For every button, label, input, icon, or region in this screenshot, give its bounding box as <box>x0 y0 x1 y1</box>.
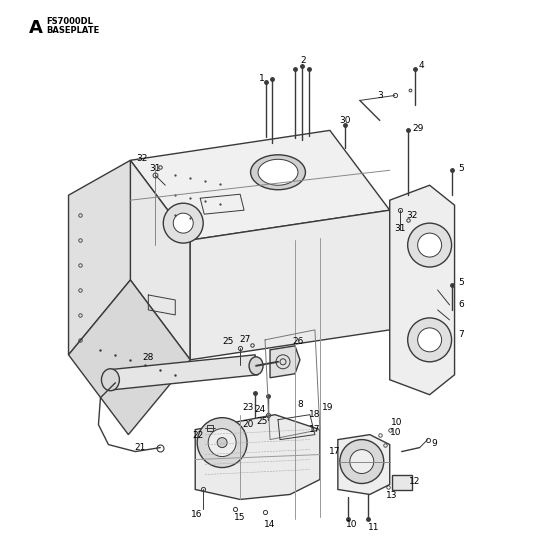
Circle shape <box>408 318 451 362</box>
Text: 7: 7 <box>459 330 464 339</box>
Polygon shape <box>68 160 130 355</box>
Text: 20: 20 <box>242 420 254 429</box>
Text: 12: 12 <box>409 477 421 486</box>
Text: 8: 8 <box>297 400 303 409</box>
Text: 4: 4 <box>419 61 424 70</box>
Circle shape <box>173 213 193 233</box>
Text: 3: 3 <box>377 91 382 100</box>
Text: 5: 5 <box>459 164 464 173</box>
Ellipse shape <box>249 357 263 375</box>
Polygon shape <box>270 346 300 378</box>
Text: 9: 9 <box>432 439 437 448</box>
Polygon shape <box>109 355 258 390</box>
Ellipse shape <box>101 369 119 391</box>
Text: 31: 31 <box>150 164 161 173</box>
Polygon shape <box>130 160 190 360</box>
Text: 11: 11 <box>368 523 380 532</box>
Text: 29: 29 <box>412 124 423 133</box>
Polygon shape <box>195 414 320 500</box>
Text: 19: 19 <box>322 403 334 412</box>
Text: 18: 18 <box>309 410 321 419</box>
Polygon shape <box>130 130 390 240</box>
Text: 14: 14 <box>264 520 276 529</box>
Circle shape <box>164 203 203 243</box>
Text: 28: 28 <box>143 353 154 362</box>
Text: 32: 32 <box>406 211 417 220</box>
Circle shape <box>340 440 384 483</box>
Text: 32: 32 <box>137 154 148 163</box>
Text: 10: 10 <box>346 520 358 529</box>
Text: 21: 21 <box>134 443 146 452</box>
Circle shape <box>418 328 442 352</box>
Circle shape <box>208 428 236 456</box>
Text: 17: 17 <box>329 447 340 456</box>
Circle shape <box>408 223 451 267</box>
Text: 2: 2 <box>300 56 306 65</box>
Polygon shape <box>390 185 455 395</box>
Circle shape <box>217 437 227 447</box>
Text: 30: 30 <box>339 116 351 125</box>
Bar <box>392 474 412 491</box>
Text: 25: 25 <box>222 337 234 346</box>
Text: 1: 1 <box>259 74 265 83</box>
Text: 10: 10 <box>390 428 402 437</box>
Text: 16: 16 <box>190 510 202 519</box>
Circle shape <box>418 233 442 257</box>
Text: 6: 6 <box>459 300 464 310</box>
Text: 26: 26 <box>292 337 304 346</box>
Text: 24: 24 <box>254 405 265 414</box>
Ellipse shape <box>258 159 298 185</box>
Text: 27: 27 <box>239 335 251 344</box>
Circle shape <box>197 418 247 468</box>
Polygon shape <box>190 210 390 360</box>
Circle shape <box>350 450 374 474</box>
Text: FS7000DL: FS7000DL <box>46 17 94 26</box>
Text: 5: 5 <box>459 278 464 287</box>
Polygon shape <box>68 280 190 435</box>
Polygon shape <box>338 435 390 494</box>
Text: 17: 17 <box>309 425 321 434</box>
Text: 23: 23 <box>242 403 254 412</box>
Text: A: A <box>29 18 43 36</box>
Text: BASEPLATE: BASEPLATE <box>46 26 100 35</box>
Ellipse shape <box>250 155 305 190</box>
Text: 25: 25 <box>256 417 268 426</box>
Text: 10: 10 <box>391 418 403 427</box>
Text: 13: 13 <box>386 491 398 500</box>
Text: 22: 22 <box>193 431 204 440</box>
Text: 15: 15 <box>234 513 246 522</box>
Text: 31: 31 <box>394 223 405 232</box>
